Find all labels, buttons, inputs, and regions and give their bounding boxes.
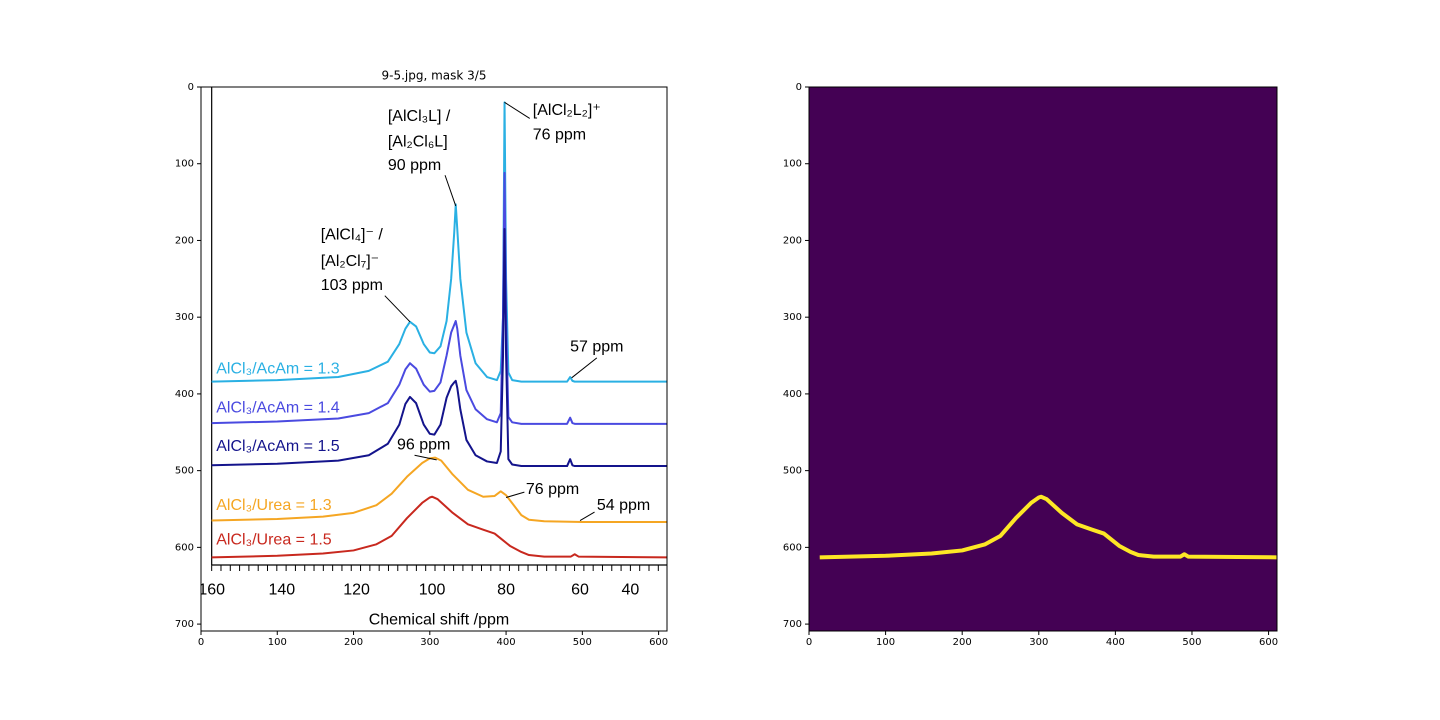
annotation: 96 ppm	[397, 437, 450, 454]
image-content	[819, 494, 1277, 560]
series-label: AlCl₃/Urea = 1.3	[216, 497, 332, 514]
y-tick-label: 200	[175, 235, 194, 246]
leader-line	[504, 101, 530, 119]
annotation: 54 ppm	[597, 497, 650, 514]
leader-line	[444, 175, 457, 207]
chart-title: 9-5.jpg, mask 3/5	[382, 69, 487, 83]
inner-tick-label: 140	[268, 582, 295, 599]
x-tick-label: 0	[198, 637, 204, 648]
x-tick-label: 400	[497, 637, 516, 648]
axes-frame	[200, 86, 668, 632]
annotation: 90 ppm	[388, 157, 441, 174]
y-tick-label: 100	[783, 159, 802, 170]
series-label: AlCl₃/AcAm = 1.5	[216, 438, 340, 455]
inner-tick-label: 160	[198, 582, 225, 599]
x-tick-label: 500	[1182, 637, 1201, 648]
inner-tick-label: 100	[419, 582, 446, 599]
y-tick-label: 0	[796, 82, 802, 93]
y-tick-label: 700	[175, 619, 194, 630]
y-tick-label: 500	[175, 466, 194, 477]
spectrum-line	[211, 456, 667, 524]
y-tick-label: 600	[783, 542, 802, 553]
x-tick-label: 600	[1259, 637, 1278, 648]
image-background	[809, 87, 1277, 631]
inner-tick-label: 40	[621, 582, 639, 599]
inner-tick-label: 120	[343, 582, 370, 599]
leader-line	[505, 491, 525, 498]
inner-tick-label: 80	[497, 582, 515, 599]
x-tick-label: 300	[1029, 637, 1048, 648]
inner-axis-label: Chemical shift /ppm	[369, 611, 510, 628]
annotation: 76 ppm	[533, 127, 586, 144]
x-tick-label: 300	[420, 637, 439, 648]
leader-line	[571, 357, 598, 379]
x-tick-label: 200	[953, 637, 972, 648]
y-tick-label: 500	[783, 466, 802, 477]
series-label: AlCl₃/AcAm = 1.3	[216, 361, 340, 378]
x-tick-label: 200	[344, 637, 363, 648]
annotation: [AlCl₄]⁻ /	[321, 226, 384, 243]
y-tick-label: 100	[175, 159, 194, 170]
series-label: AlCl₃/Urea = 1.5	[216, 532, 332, 549]
annotation: [AlCl₃L] /	[388, 108, 451, 125]
image-background	[201, 87, 667, 631]
y-tick-label: 300	[783, 312, 802, 323]
mask-line	[819, 494, 1277, 560]
x-tick-label: 100	[876, 637, 895, 648]
image-content: 160 140 120 100 80 60 40 Chemical shift /ppm AlC…	[198, 87, 667, 628]
y-tick-label: 600	[175, 542, 194, 553]
spectrum-line	[211, 227, 667, 468]
annotation: [Al₂Cl₇]⁻	[321, 253, 379, 270]
y-tick-label: 0	[188, 82, 194, 93]
x-tick-label: 0	[806, 637, 812, 648]
inner-tick-label: 60	[571, 582, 589, 599]
x-tick-label: 400	[1106, 637, 1125, 648]
x-tick-label: 100	[268, 637, 287, 648]
annotation: 103 ppm	[321, 277, 383, 294]
y-tick-label: 300	[175, 312, 194, 323]
annotation: [AlCl₂L₂]⁺	[533, 102, 601, 119]
leader-line	[414, 454, 437, 461]
annotation: 57 ppm	[570, 338, 623, 355]
axes-frame	[808, 86, 1278, 632]
y-tick-label: 700	[783, 619, 802, 630]
annotation: [Al₂Cl₆L]	[388, 133, 448, 150]
x-tick-label: 600	[649, 637, 668, 648]
leader-line	[384, 295, 411, 323]
x-tick-label: 500	[573, 637, 592, 648]
spectrum-line	[211, 171, 667, 425]
spectrum-line	[211, 495, 667, 559]
spectrum-line	[211, 101, 667, 383]
leader-line	[579, 511, 595, 521]
y-tick-label: 400	[175, 389, 194, 400]
y-tick-label: 400	[783, 389, 802, 400]
annotation: 76 ppm	[526, 481, 579, 498]
y-tick-label: 200	[783, 235, 802, 246]
series-label: AlCl₃/AcAm = 1.4	[216, 400, 340, 417]
